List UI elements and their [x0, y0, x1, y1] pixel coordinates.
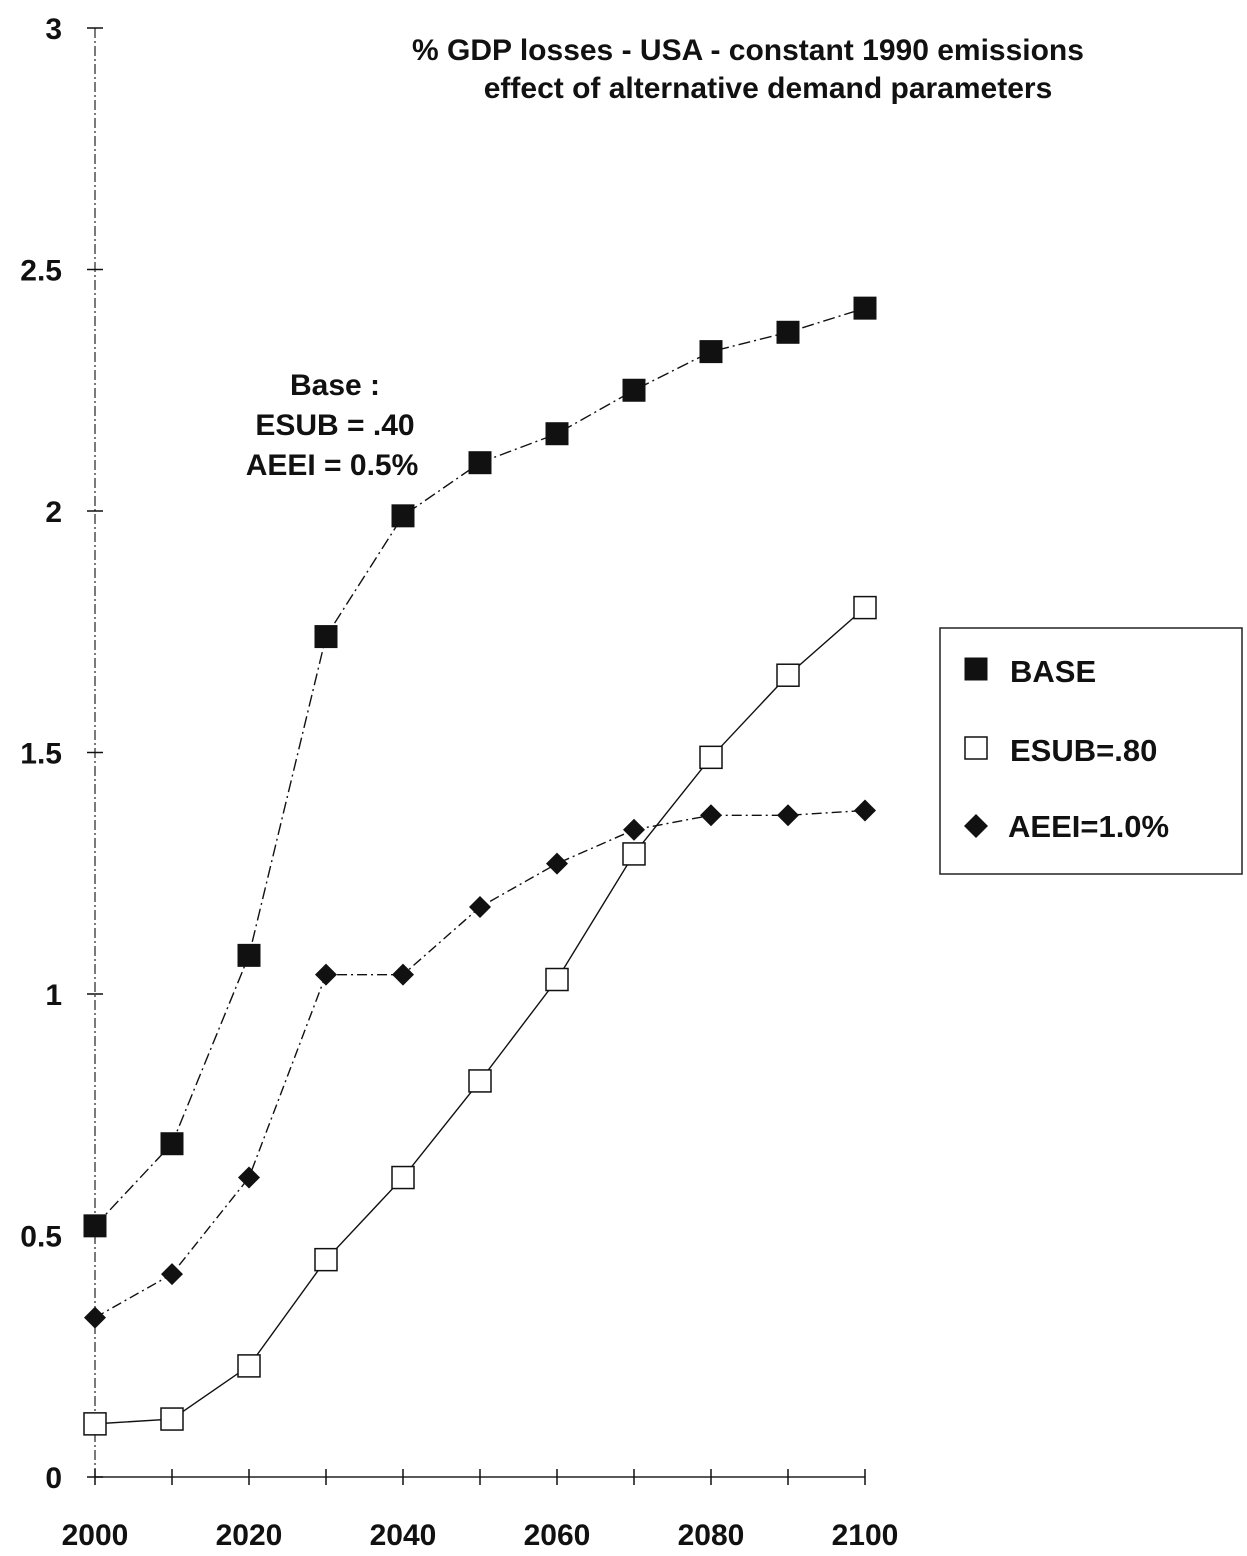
y-tick-label: 0.5 — [20, 1221, 62, 1254]
data-point-esub — [160, 1407, 184, 1431]
data-point-base — [468, 451, 492, 475]
x-tick-label: 2020 — [216, 1519, 283, 1552]
legend-label-base: BASE — [1010, 654, 1096, 689]
data-point-aeei — [546, 852, 568, 875]
data-point-aeei — [238, 1166, 260, 1189]
data-point-esub — [545, 967, 569, 992]
y-tick-label: 1 — [45, 979, 62, 1012]
annotation-line-2: ESUB = .40 — [255, 409, 414, 442]
data-point-esub — [699, 745, 723, 770]
x-tick-label: 2000 — [62, 1519, 129, 1552]
x-tick-label: 2060 — [524, 1519, 591, 1552]
y-axis-ticks: 0 0.5 1 1.5 2 2.5 3 — [20, 13, 103, 1495]
data-point-aeei — [777, 804, 799, 827]
axes — [94, 28, 865, 1478]
data-point-base — [314, 625, 338, 649]
annotation-line-3: AEEI = 0.5% — [246, 449, 419, 482]
series-markers — [83, 296, 877, 1436]
data-point-base — [545, 422, 569, 446]
data-point-aeei — [854, 799, 876, 822]
y-tick-label: 0 — [45, 1462, 62, 1495]
legend-box — [939, 627, 1243, 875]
data-point-aeei — [315, 963, 337, 986]
x-tick-label: 2040 — [370, 1519, 437, 1552]
series-line-1 — [94, 607, 866, 1425]
chart-title: % GDP losses - USA - constant 1990 emiss… — [412, 34, 1084, 67]
legend-marker-aeei — [964, 814, 988, 838]
data-point-base — [160, 1132, 184, 1156]
data-point-esub — [622, 842, 646, 866]
series-line-2 — [94, 809, 866, 1319]
data-point-esub — [468, 1069, 492, 1093]
legend: BASE ESUB=.80 AEEI=1.0% — [939, 627, 1243, 875]
data-point-esub — [237, 1354, 261, 1378]
data-point-aeei — [84, 1306, 106, 1329]
data-point-aeei — [392, 963, 414, 986]
data-point-esub — [853, 595, 877, 620]
data-point-esub — [314, 1247, 338, 1272]
base-annotation: Base : ESUB = .40 AEEI = 0.5% — [246, 369, 419, 482]
legend-marker-base — [964, 657, 988, 681]
x-tick-label: 2100 — [832, 1519, 899, 1552]
data-point-aeei — [700, 804, 722, 827]
data-point-base — [391, 504, 415, 528]
data-point-base — [776, 320, 800, 344]
data-point-esub — [391, 1165, 415, 1190]
data-point-aeei — [469, 896, 491, 919]
data-point-esub — [776, 663, 800, 687]
series-lines — [94, 307, 866, 1425]
x-axis-ticks: 2000 2020 2040 2060 2080 2100 — [62, 1469, 899, 1552]
data-point-base — [622, 378, 646, 402]
data-point-base — [853, 296, 877, 320]
data-point-base — [699, 340, 723, 364]
x-tick-label: 2080 — [678, 1519, 745, 1552]
data-point-aeei — [161, 1263, 183, 1286]
legend-marker-esub — [964, 736, 988, 760]
data-point-base — [83, 1214, 107, 1238]
legend-label-aeei: AEEI=1.0% — [1008, 809, 1169, 844]
y-tick-label: 2.5 — [20, 255, 62, 288]
data-point-esub — [83, 1412, 107, 1436]
y-tick-label: 2 — [45, 496, 62, 529]
data-point-base — [237, 943, 261, 967]
data-point-aeei — [623, 818, 645, 841]
chart-subtitle: effect of alternative demand parameters — [484, 72, 1053, 105]
y-tick-label: 3 — [45, 13, 62, 46]
legend-label-esub: ESUB=.80 — [1010, 733, 1157, 768]
y-tick-label: 1.5 — [20, 738, 62, 771]
annotation-line-1: Base : — [290, 369, 380, 402]
